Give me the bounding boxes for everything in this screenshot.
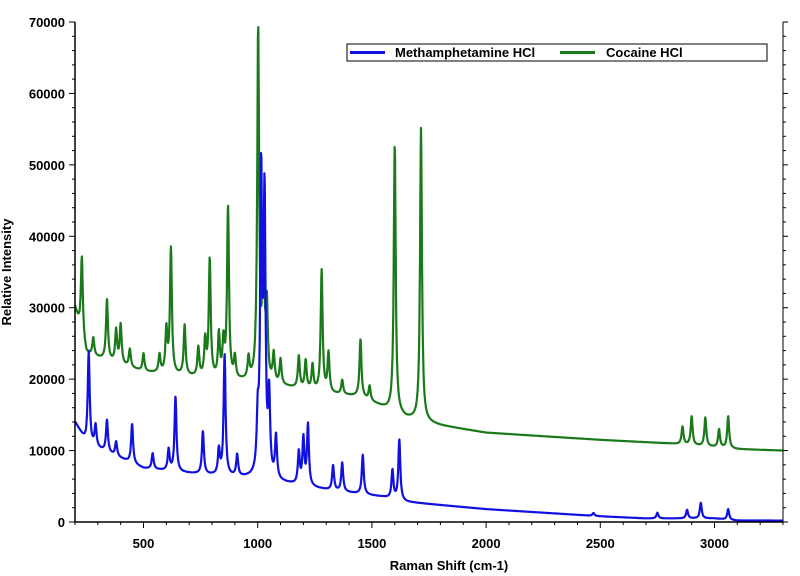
x-tick-label: 500 bbox=[133, 536, 155, 551]
legend-box bbox=[346, 43, 768, 62]
x-tick-label: 2000 bbox=[472, 536, 501, 551]
x-tick-label: 1500 bbox=[357, 536, 386, 551]
y-axis-label: Relative Intensity bbox=[0, 218, 14, 326]
y-tick-label: 20000 bbox=[29, 372, 65, 387]
y-tick-label: 60000 bbox=[29, 86, 65, 101]
y-tick-label: 10000 bbox=[29, 444, 65, 459]
legend: Methamphetamine HCl Cocaine HCl bbox=[346, 43, 768, 62]
y-tick-label: 40000 bbox=[29, 229, 65, 244]
x-tick-label: 3000 bbox=[700, 536, 729, 551]
y-tick-label: 70000 bbox=[29, 15, 65, 30]
legend-label-methamphetamine: Methamphetamine HCl bbox=[395, 45, 535, 60]
axes: 0 10000 20000 30000 40000 50000 60000 70000 500 1… bbox=[29, 15, 788, 551]
legend-label-cocaine: Cocaine HCl bbox=[606, 45, 683, 60]
series-line-cocaine-hcl bbox=[73, 26, 784, 452]
y-tick-label: 50000 bbox=[29, 158, 65, 173]
series-line-methamphetamine-hcl bbox=[74, 152, 784, 522]
y-tick-label: 30000 bbox=[29, 301, 65, 316]
x-tick-label: 2500 bbox=[586, 536, 615, 551]
x-tick-label: 1000 bbox=[243, 536, 272, 551]
x-axis-label: Raman Shift (cm-1) bbox=[390, 558, 508, 573]
y-tick-label: 0 bbox=[58, 515, 65, 530]
series-lines bbox=[73, 26, 784, 522]
